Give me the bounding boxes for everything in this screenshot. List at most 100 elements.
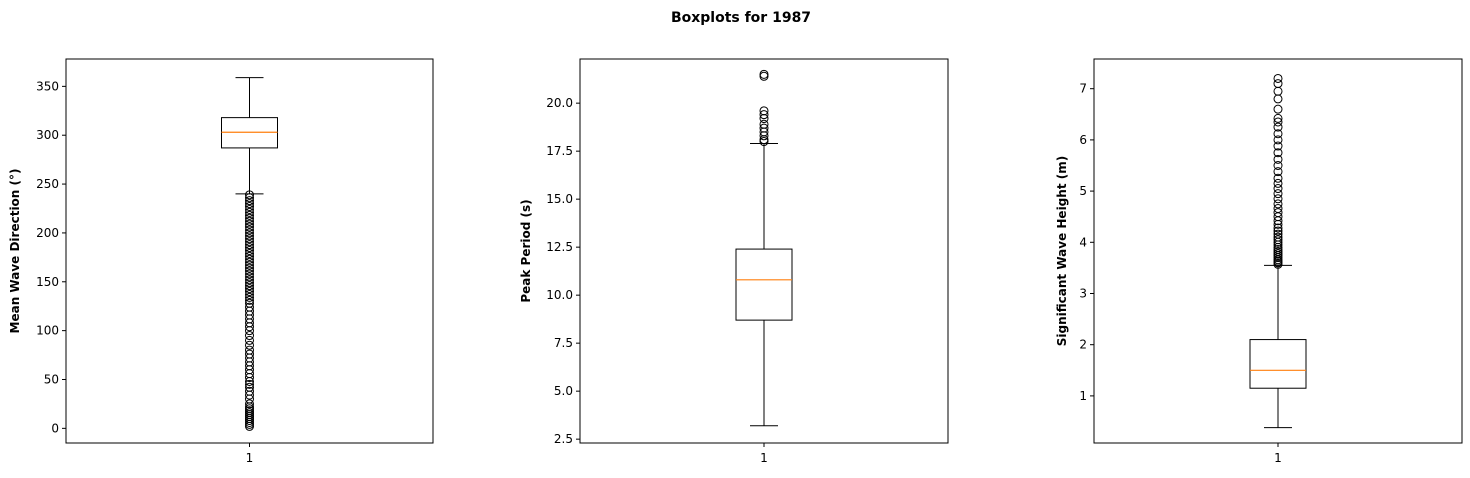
outlier-point bbox=[245, 246, 254, 256]
y-tick-label: 100 bbox=[36, 324, 59, 338]
outlier-point bbox=[245, 292, 254, 302]
y-axis-label: Mean Wave Direction (°) bbox=[8, 169, 22, 334]
outlier-point bbox=[245, 190, 254, 200]
outlier-point bbox=[1273, 86, 1283, 96]
x-tick-label: 1 bbox=[760, 451, 768, 465]
outlier-point bbox=[1273, 148, 1283, 158]
outlier-point bbox=[245, 231, 254, 241]
outlier-point bbox=[759, 110, 769, 120]
outlier-point bbox=[245, 331, 254, 341]
outlier-point bbox=[1273, 226, 1283, 236]
outlier-point bbox=[759, 123, 769, 133]
outlier-point bbox=[1273, 129, 1283, 139]
outlier-point bbox=[245, 207, 254, 217]
outlier-point bbox=[1273, 104, 1283, 114]
outlier-point bbox=[245, 284, 254, 294]
outlier-point bbox=[245, 386, 254, 396]
outlier-point bbox=[245, 289, 254, 299]
outlier-point bbox=[1273, 235, 1283, 245]
outlier-point bbox=[759, 106, 769, 116]
y-tick-label: 150 bbox=[36, 275, 59, 289]
outlier-point bbox=[1273, 232, 1283, 242]
outlier-point bbox=[245, 243, 254, 253]
outlier-point bbox=[1273, 229, 1283, 239]
panel-significant-wave-height: 1 2 3 4 5 6 7 1 Significant Wave Height (m) bbox=[1055, 58, 1463, 465]
outlier-point bbox=[245, 219, 254, 229]
outlier-point bbox=[245, 295, 254, 305]
outlier-point bbox=[245, 202, 254, 212]
y-tick-label: 4 bbox=[1079, 235, 1087, 249]
outlier-point bbox=[1273, 223, 1283, 233]
outlier-point bbox=[245, 345, 254, 355]
outlier-point bbox=[1273, 189, 1283, 199]
outlier-point bbox=[245, 225, 254, 235]
y-tick-label: 50 bbox=[44, 372, 59, 386]
outlier-point bbox=[245, 234, 254, 244]
outlier-point bbox=[1273, 167, 1283, 177]
outlier-point bbox=[245, 199, 254, 209]
outlier-point bbox=[1273, 154, 1283, 164]
outlier-point bbox=[245, 251, 254, 261]
y-tick-label: 10.0 bbox=[546, 288, 573, 302]
y-tick-label: 1 bbox=[1079, 389, 1087, 403]
outlier-point bbox=[245, 349, 254, 359]
outlier-point bbox=[245, 382, 254, 392]
outlier-point bbox=[245, 278, 254, 288]
y-tick-label: 3 bbox=[1079, 286, 1087, 300]
outlier-point bbox=[1273, 160, 1283, 170]
outlier-point bbox=[245, 254, 254, 264]
outlier-point bbox=[245, 379, 254, 389]
outlier-point bbox=[1273, 178, 1283, 188]
outlier-point bbox=[245, 340, 254, 350]
iqr-box bbox=[1249, 339, 1307, 389]
x-tick-label: 1 bbox=[246, 451, 254, 465]
outlier-point bbox=[245, 210, 254, 220]
x-tick-label: 1 bbox=[1274, 451, 1282, 465]
outlier-point bbox=[245, 302, 254, 312]
y-tick-label: 17.5 bbox=[546, 144, 573, 158]
y-tick-label: 5 bbox=[1079, 184, 1087, 198]
outlier-point bbox=[245, 204, 254, 214]
y-tick-label: 6 bbox=[1079, 133, 1087, 147]
outlier-point bbox=[1273, 73, 1283, 83]
y-tick-label: 2 bbox=[1079, 338, 1087, 352]
outlier-point bbox=[759, 69, 769, 79]
outlier-point bbox=[1273, 141, 1283, 151]
outlier-point bbox=[1273, 122, 1283, 132]
outlier-point bbox=[245, 228, 254, 238]
outlier-point bbox=[1273, 194, 1283, 204]
y-tick-label: 5.0 bbox=[554, 384, 573, 398]
outlier-point bbox=[245, 257, 254, 267]
outlier-point bbox=[759, 71, 769, 81]
outlier-point bbox=[1273, 199, 1283, 209]
outlier-point bbox=[245, 281, 254, 291]
outlier-point bbox=[1273, 79, 1283, 89]
outlier-point bbox=[245, 260, 254, 270]
outlier-point bbox=[245, 222, 254, 232]
y-tick-label: 350 bbox=[36, 79, 59, 93]
outlier-point bbox=[245, 269, 254, 279]
outlier-point bbox=[1273, 117, 1283, 127]
outlier-point bbox=[1273, 173, 1283, 183]
outlier-point bbox=[245, 196, 254, 206]
y-tick-label: 15.0 bbox=[546, 192, 573, 206]
outlier-point bbox=[245, 248, 254, 258]
outlier-point bbox=[1273, 184, 1283, 194]
outlier-point bbox=[1273, 135, 1283, 145]
y-axis-label: Peak Period (s) bbox=[519, 199, 533, 302]
outlier-point bbox=[245, 266, 254, 276]
panel-peak-period: 2.5 5.0 7.5 10.0 12.5 15.0 17.5 20.0 1 Peak Perio… bbox=[519, 58, 949, 465]
y-tick-label: 7.5 bbox=[554, 336, 573, 350]
outlier-point bbox=[245, 237, 254, 247]
outlier-point bbox=[245, 272, 254, 282]
y-tick-label: 300 bbox=[36, 128, 59, 142]
outlier-point bbox=[1273, 204, 1283, 214]
outlier-point bbox=[245, 399, 254, 409]
y-tick-label: 250 bbox=[36, 177, 59, 191]
outlier-point bbox=[1273, 113, 1283, 123]
y-tick-label: 12.5 bbox=[546, 240, 573, 254]
y-tick-label: 200 bbox=[36, 226, 59, 240]
outlier-point bbox=[1273, 208, 1283, 218]
y-tick-label: 2.5 bbox=[554, 432, 573, 446]
